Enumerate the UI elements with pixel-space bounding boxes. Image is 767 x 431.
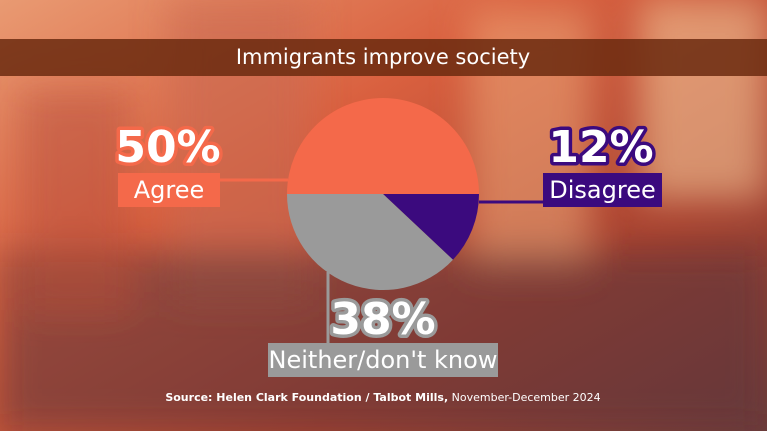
category-label: Disagree xyxy=(549,176,655,204)
category-label: Agree xyxy=(134,176,205,204)
value-label: 38% xyxy=(330,294,435,345)
label-box xyxy=(543,173,662,207)
pie xyxy=(287,98,479,290)
pie-slice xyxy=(383,194,479,260)
label-box xyxy=(268,343,498,377)
title-bar xyxy=(0,39,767,76)
category-label: Neither/don't know xyxy=(269,346,498,374)
value-label: 50% xyxy=(115,122,220,173)
source-date: November-December 2024 xyxy=(452,391,601,404)
value-label: 12% xyxy=(548,122,653,173)
pie-slice xyxy=(287,98,479,194)
pie-slice xyxy=(287,194,453,290)
label-box xyxy=(118,173,220,207)
source: Source: Helen Clark Foundation / Talbot … xyxy=(165,391,600,404)
source-label: Source: Helen Clark Foundation / Talbot … xyxy=(165,391,448,404)
chart-title: Immigrants improve society xyxy=(236,45,530,69)
